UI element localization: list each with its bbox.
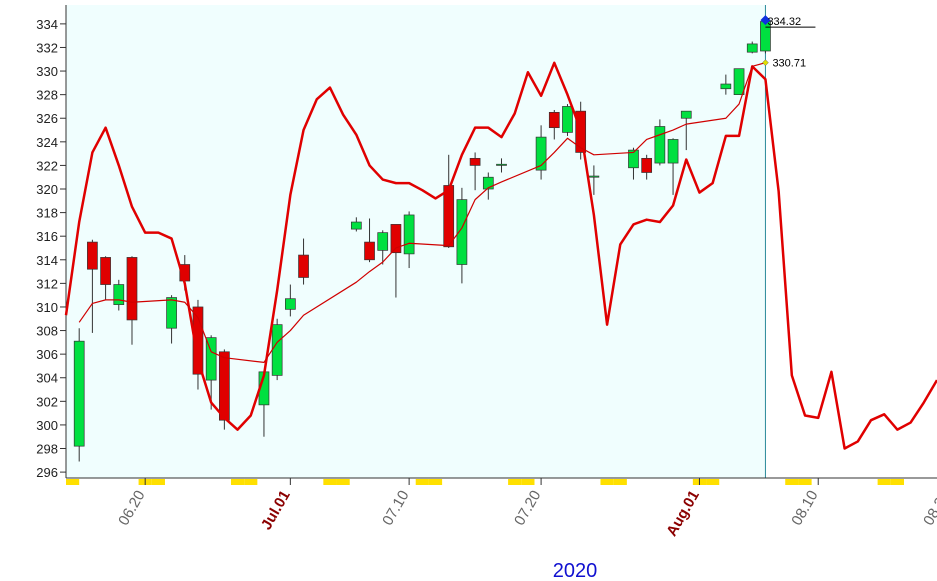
candle-body	[205, 337, 217, 381]
y-tick-label: 296	[36, 465, 58, 480]
candle-body	[113, 284, 125, 305]
candle-body	[192, 306, 204, 375]
weekend-marker	[890, 479, 905, 485]
weekend-marker	[66, 479, 80, 485]
candle-body	[667, 139, 679, 164]
candle-body	[680, 110, 692, 119]
plot-background	[66, 5, 766, 478]
x-axis-label: 2020	[553, 560, 598, 581]
candle-body	[456, 199, 468, 265]
candle-body	[73, 340, 85, 447]
x-tick-label: 08.20	[920, 488, 937, 529]
indicator-line	[78, 62, 766, 364]
y-tick-label: 324	[36, 135, 58, 150]
y-tick-label: 320	[36, 182, 58, 197]
candle-body	[562, 106, 573, 133]
candle-body	[720, 83, 732, 90]
weekend-marker	[613, 479, 627, 485]
y-tick-label: 298	[36, 442, 58, 457]
weekend-marker	[508, 479, 522, 485]
candle-body	[364, 241, 375, 261]
candle-body	[641, 157, 653, 173]
x-tick-label: Aug.01	[663, 488, 703, 540]
y-tick-label: 328	[36, 88, 58, 103]
candle-body	[271, 324, 283, 376]
y-tick-label: 322	[36, 158, 58, 173]
weekend-marker	[706, 479, 720, 485]
candle-body	[482, 176, 494, 190]
x-tick-label: 08.10	[788, 488, 821, 529]
high-marker	[760, 15, 771, 26]
candle-body	[588, 175, 600, 178]
weekend-marker	[521, 479, 535, 485]
y-tick-label: 310	[36, 300, 58, 315]
y-tick-label: 300	[36, 418, 58, 433]
y-tick-label: 306	[36, 347, 58, 362]
candle-body	[377, 232, 389, 251]
weekend-marker	[230, 479, 245, 485]
weekend-marker	[415, 479, 429, 485]
candle-body	[733, 68, 745, 95]
candle-body	[390, 224, 402, 254]
high-label: 334.32	[767, 16, 801, 28]
y-tick-label: 332	[36, 40, 58, 55]
y-tick-label: 312	[36, 276, 58, 291]
candle-body	[298, 254, 309, 278]
weekend-marker	[600, 479, 614, 485]
weekend-marker	[798, 479, 812, 485]
candle-body	[403, 214, 415, 255]
candle-body	[496, 163, 507, 166]
y-tick-label: 308	[36, 324, 58, 339]
y-tick-label: 326	[36, 111, 58, 126]
weekend-marker	[336, 479, 350, 485]
candle-body	[219, 351, 230, 421]
y-tick-label: 318	[36, 206, 58, 221]
y-tick-label: 304	[36, 371, 58, 386]
candle-body	[284, 298, 296, 310]
x-tick-label: 07.10	[379, 488, 412, 529]
candle-body	[126, 257, 138, 321]
x-tick-label: 06.20	[115, 488, 148, 529]
candle-body	[548, 111, 560, 129]
weekend-marker	[151, 479, 165, 485]
y-tick-label: 334	[36, 17, 58, 32]
candle-body	[166, 297, 177, 329]
weekend-marker	[877, 479, 891, 485]
y-tick-label: 302	[36, 394, 58, 409]
candle-body	[469, 157, 481, 166]
ma-marker	[762, 59, 769, 67]
candle-body	[654, 126, 666, 164]
candle-body	[100, 257, 111, 285]
candle-body	[746, 43, 758, 53]
weekend-marker	[244, 479, 258, 485]
weekend-marker	[785, 479, 799, 485]
candle-body	[443, 185, 455, 248]
x-tick-label: Jul.01	[258, 488, 294, 533]
weekend-marker	[428, 479, 443, 485]
y-tick-label: 316	[36, 229, 58, 244]
x-tick-label: 07.20	[511, 488, 544, 529]
ma-label: 330.71	[772, 58, 806, 70]
candle-body	[350, 221, 362, 230]
y-tick-label: 330	[36, 64, 58, 79]
candle-body	[87, 241, 98, 270]
y-tick-label: 314	[36, 253, 58, 268]
indicator-line	[64, 61, 937, 450]
weekend-marker	[323, 479, 337, 485]
candle-body	[535, 136, 547, 171]
candle-body	[628, 149, 639, 169]
